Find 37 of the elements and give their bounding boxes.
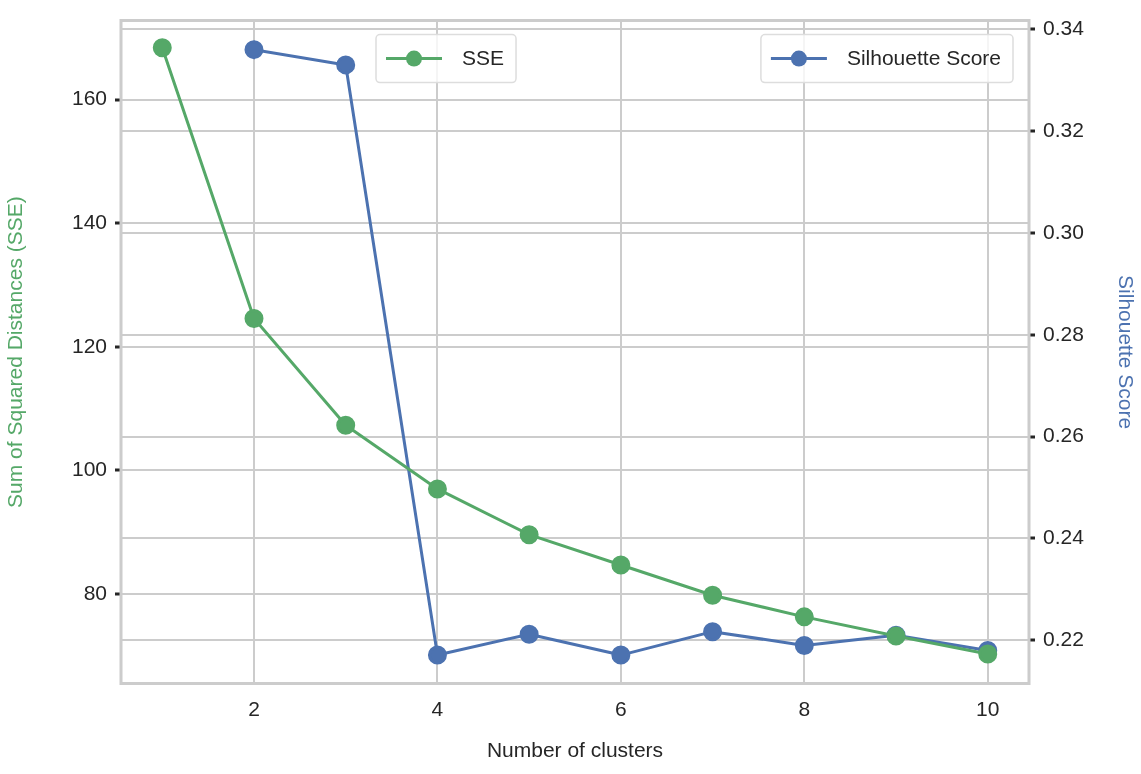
point (611, 555, 631, 575)
point (519, 624, 539, 644)
y2-tick-label: 0.24 (1043, 525, 1085, 549)
point (336, 55, 356, 75)
point (703, 585, 723, 605)
y-tick-label: 120 (71, 333, 107, 357)
point (244, 308, 264, 328)
legend-label: Silhouette Score (846, 46, 1002, 70)
y2-tick-label: 0.32 (1043, 117, 1084, 141)
y-tick-label: 80 (83, 580, 107, 604)
point (152, 38, 172, 58)
y-tick-label: 100 (71, 457, 107, 481)
x-tick-label: 2 (248, 697, 260, 720)
point (794, 635, 814, 655)
x-tick-label: 4 (431, 697, 444, 720)
point (611, 645, 631, 665)
point (519, 525, 539, 545)
x-axis-title: Number of clusters (486, 738, 664, 762)
point (336, 415, 356, 435)
point (703, 622, 723, 642)
y-axis-title: Sum of Squared Distances (SSE) (3, 196, 27, 508)
point (427, 479, 447, 499)
legend-label: SSE (462, 46, 505, 70)
y2-tick-label: 0.30 (1043, 219, 1084, 243)
y2-tick-label: 0.22 (1043, 627, 1084, 651)
y-tick-label: 140 (71, 210, 107, 234)
x-tick-label: 10 (976, 697, 1000, 720)
y-tick-label: 160 (71, 86, 107, 110)
point (244, 40, 264, 60)
point (427, 645, 447, 665)
point (794, 607, 814, 627)
x-tick-label: 8 (798, 697, 811, 720)
y2-axis-title: Silhouette Score (1114, 275, 1138, 430)
y2-tick-label: 0.34 (1043, 16, 1085, 40)
x-tick-label: 6 (615, 697, 627, 720)
y2-tick-label: 0.26 (1043, 423, 1084, 447)
y2-tick-label: 0.28 (1043, 321, 1084, 345)
